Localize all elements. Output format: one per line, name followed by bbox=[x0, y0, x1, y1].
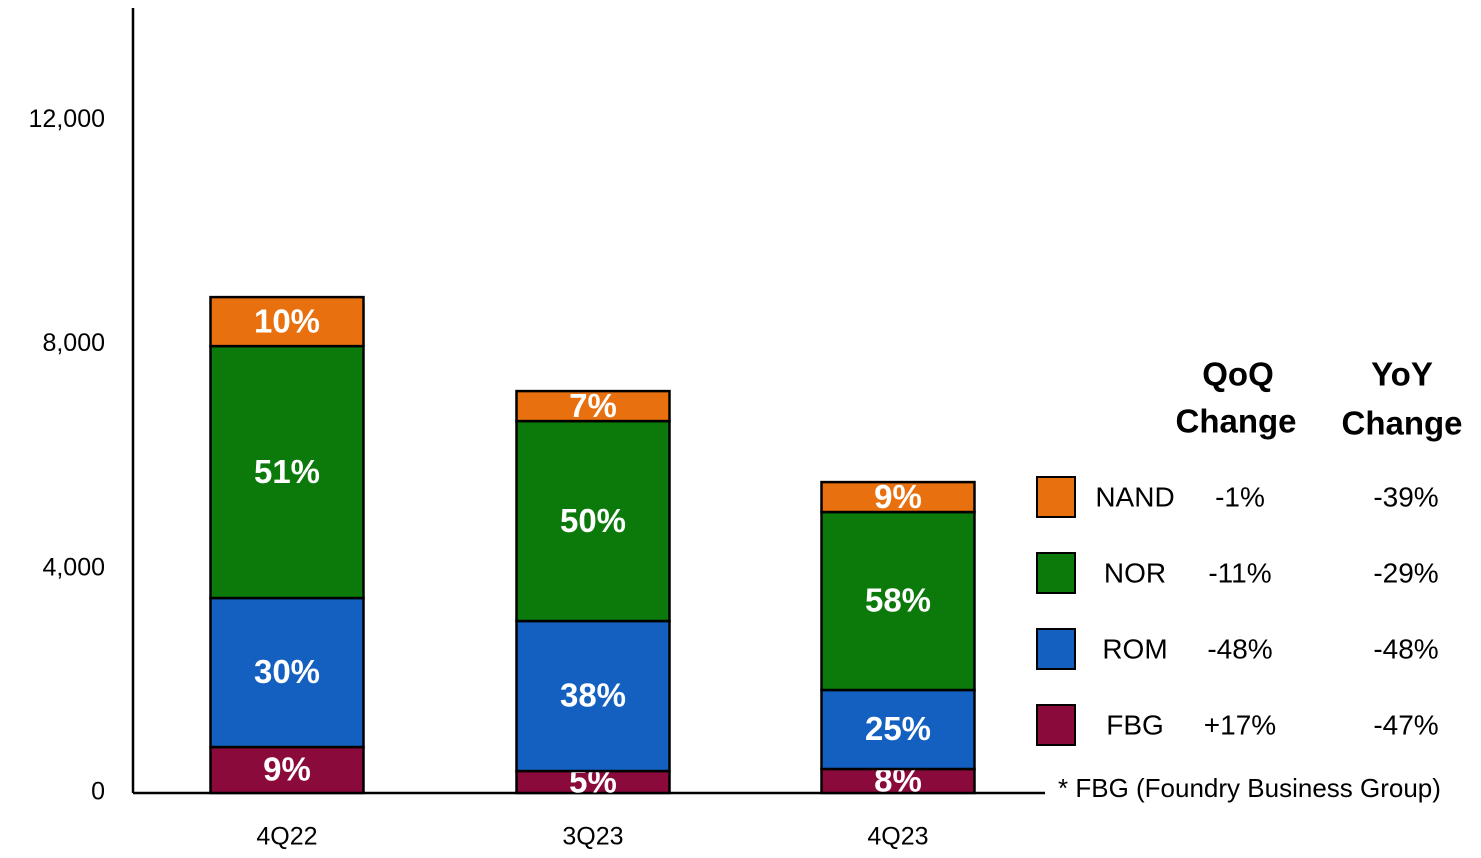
legend-label: NAND bbox=[1095, 481, 1174, 512]
bar-segment bbox=[820, 510, 976, 692]
footnote: * FBG (Foundry Business Group) bbox=[1058, 773, 1441, 803]
yoy-value: -48% bbox=[1373, 633, 1438, 664]
legend-label: FBG bbox=[1106, 709, 1164, 740]
data-label: 9% bbox=[263, 751, 311, 788]
legend-swatch bbox=[1036, 704, 1076, 746]
qoq-value: +17% bbox=[1204, 709, 1276, 740]
bar-segment bbox=[515, 619, 671, 773]
bar-segment bbox=[515, 389, 671, 423]
data-label: 58% bbox=[865, 582, 931, 619]
bar-segment bbox=[209, 344, 365, 600]
legend-label: NOR bbox=[1104, 557, 1166, 588]
qoq-header: QoQ bbox=[1202, 356, 1274, 393]
bar-segment bbox=[820, 688, 976, 771]
data-label: 38% bbox=[560, 677, 626, 714]
yoy-header: Change bbox=[1341, 405, 1462, 442]
bar-segment bbox=[820, 480, 976, 514]
yoy-header: YoY bbox=[1371, 356, 1433, 393]
legend-label: ROM bbox=[1102, 633, 1167, 664]
x-tick-label: 4Q22 bbox=[256, 823, 317, 851]
bar-segment bbox=[209, 745, 365, 795]
y-tick-label: 0 bbox=[91, 778, 105, 806]
yoy-value: -47% bbox=[1373, 709, 1438, 740]
y-tick-label: 4,000 bbox=[42, 553, 105, 581]
qoq-value: -11% bbox=[1208, 557, 1271, 588]
x-tick-label: 3Q23 bbox=[562, 823, 623, 851]
bar-segment bbox=[209, 295, 365, 348]
legend-swatch bbox=[1036, 552, 1076, 594]
data-label: 30% bbox=[254, 653, 320, 690]
y-tick-label: 12,000 bbox=[29, 105, 105, 133]
data-label: 10% bbox=[254, 302, 320, 339]
qoq-value: -48% bbox=[1207, 633, 1272, 664]
data-label: 50% bbox=[560, 502, 626, 539]
data-label: 7% bbox=[569, 387, 617, 424]
legend-swatch bbox=[1036, 628, 1076, 670]
data-label: 25% bbox=[865, 710, 931, 747]
qoq-header: Change bbox=[1175, 403, 1296, 440]
legend-swatch bbox=[1036, 476, 1076, 518]
yoy-value: -29% bbox=[1373, 557, 1438, 588]
data-label: 9% bbox=[874, 478, 922, 515]
yoy-value: -39% bbox=[1373, 481, 1438, 512]
x-tick-label: 4Q23 bbox=[867, 823, 928, 851]
data-label: 51% bbox=[254, 453, 320, 490]
qoq-value: -1% bbox=[1215, 481, 1265, 512]
y-tick-label: 8,000 bbox=[42, 329, 105, 357]
